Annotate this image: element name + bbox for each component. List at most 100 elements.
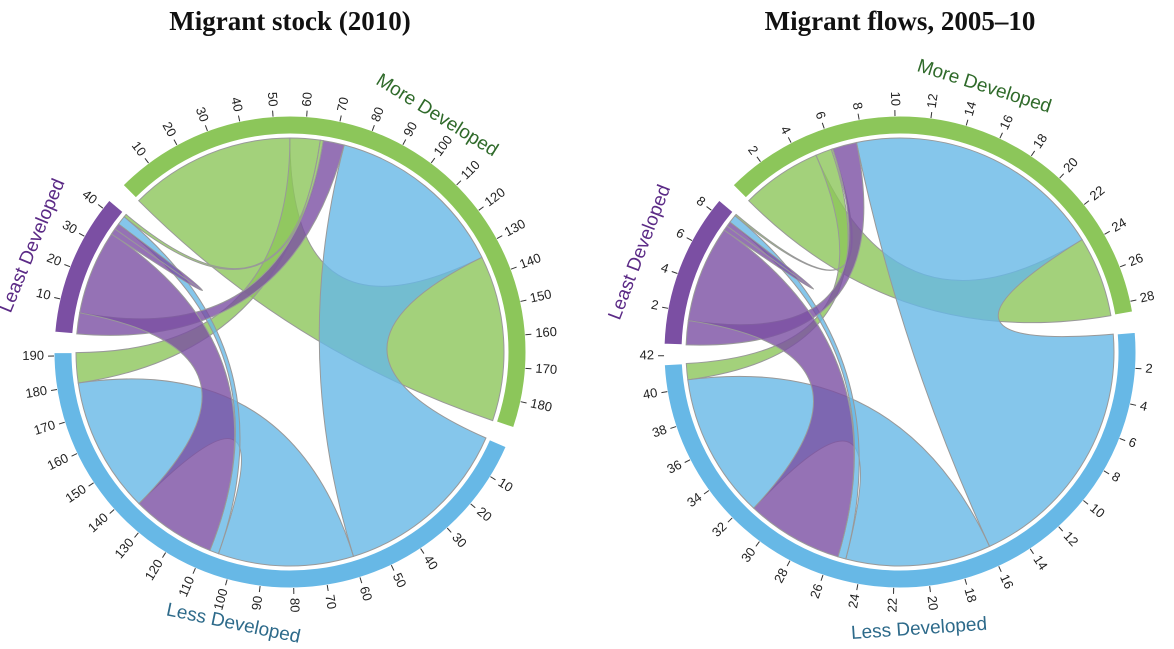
tick-label: 10 xyxy=(496,475,516,495)
tick-label: 42 xyxy=(639,347,654,362)
group-label: Least Developed xyxy=(0,176,69,316)
tick-label: 8 xyxy=(1109,468,1123,485)
tick-label: 20 xyxy=(925,595,942,611)
tick-mark xyxy=(430,157,436,164)
tick-mark xyxy=(490,476,496,481)
tick-label: 130 xyxy=(111,535,136,561)
chord-ribbon xyxy=(687,375,991,567)
tick-mark xyxy=(857,113,860,120)
tick-label: 4 xyxy=(1139,398,1149,414)
tick-label: 26 xyxy=(807,582,826,601)
tick-mark xyxy=(1059,173,1065,179)
tick-label: 100 xyxy=(210,587,230,612)
tick-label: 120 xyxy=(142,557,166,583)
tick-label: 140 xyxy=(85,510,111,536)
tick-mark xyxy=(162,552,167,558)
tick-label: 110 xyxy=(175,574,197,599)
tick-label: 2 xyxy=(650,297,660,313)
group-sector xyxy=(54,199,124,335)
tick-mark xyxy=(470,503,476,509)
tick-mark xyxy=(88,482,94,487)
tick-label: 90 xyxy=(400,119,420,139)
tick-mark xyxy=(1029,548,1034,555)
tick-label: 80 xyxy=(368,105,387,124)
tick-label: 14 xyxy=(961,100,979,118)
tick-label: 8 xyxy=(694,193,709,209)
tick-mark xyxy=(510,266,517,270)
group-sector xyxy=(122,115,527,429)
tick-label: 24 xyxy=(845,593,862,610)
tick-mark xyxy=(821,122,825,129)
tick-label: 110 xyxy=(458,157,483,182)
tick-mark xyxy=(225,579,228,586)
tick-label: 60 xyxy=(299,92,315,107)
group-sector xyxy=(732,115,1134,316)
chart-title: Migrant flows, 2005–10 xyxy=(765,6,1036,36)
tick-label: 40 xyxy=(228,96,246,113)
tick-mark xyxy=(58,421,65,425)
tick-mark xyxy=(1103,470,1110,475)
tick-label: 170 xyxy=(535,361,558,377)
tick-mark xyxy=(684,459,691,463)
tick-label: 150 xyxy=(528,286,552,305)
group-label: Least Developed xyxy=(605,182,676,323)
tick-label: 18 xyxy=(1030,131,1051,151)
tick-mark xyxy=(478,206,484,211)
tick-label: 50 xyxy=(390,570,410,590)
tick-label: 80 xyxy=(287,598,302,613)
tick-label: 180 xyxy=(529,395,553,414)
tick-mark xyxy=(496,235,503,240)
tick-mark xyxy=(326,584,329,592)
tick-label: 6 xyxy=(813,109,830,121)
tick-label: 6 xyxy=(674,225,687,242)
tick-mark xyxy=(965,119,969,126)
tick-label: 2 xyxy=(1145,360,1153,375)
tick-mark xyxy=(998,566,1002,573)
tick-label: 170 xyxy=(32,417,57,438)
tick-label: 120 xyxy=(482,184,508,209)
tick-label: 36 xyxy=(664,457,684,477)
tick-mark xyxy=(420,548,425,554)
tick-label: 60 xyxy=(357,584,376,602)
tick-label: 18 xyxy=(962,586,980,604)
tick-mark xyxy=(520,401,527,404)
tick-mark xyxy=(786,560,791,567)
tick-mark xyxy=(706,206,712,211)
tick-label: 180 xyxy=(24,383,48,401)
tick-mark xyxy=(1104,230,1110,235)
group-sector xyxy=(663,199,734,346)
tick-label: 50 xyxy=(265,92,281,108)
tick-label: 28 xyxy=(771,566,791,586)
tick-label: 90 xyxy=(249,595,266,611)
tick-mark xyxy=(662,306,669,309)
group-label: Less Developed xyxy=(850,614,987,644)
tick-label: 140 xyxy=(517,250,543,272)
tick-label: 160 xyxy=(45,450,71,473)
tick-mark xyxy=(820,574,824,581)
tick-label: 130 xyxy=(502,216,528,240)
tick-label: 28 xyxy=(1138,288,1155,306)
tick-mark xyxy=(727,517,733,523)
tick-mark xyxy=(390,564,395,571)
tick-mark xyxy=(109,509,115,514)
tick-label: 26 xyxy=(1126,250,1145,269)
tick-label: 12 xyxy=(924,93,941,109)
tick-label: 16 xyxy=(997,572,1017,591)
tick-mark xyxy=(339,115,342,122)
tick-label: 20 xyxy=(159,119,179,139)
tick-label: 14 xyxy=(1030,552,1050,572)
tick-mark xyxy=(1130,299,1137,302)
group-sector xyxy=(663,331,1137,589)
tick-label: 32 xyxy=(709,519,730,540)
tick-label: 4 xyxy=(659,260,671,277)
tick-mark xyxy=(371,125,375,131)
tick-label: 40 xyxy=(80,186,101,207)
tick-label: 190 xyxy=(22,348,44,363)
tick-label: 40 xyxy=(421,552,442,572)
chord-ribbon xyxy=(723,221,814,290)
tick-mark xyxy=(144,157,149,164)
tick-label: 16 xyxy=(996,112,1016,131)
tick-label: 2 xyxy=(745,143,761,158)
tick-label: 10 xyxy=(35,285,52,303)
tick-label: 70 xyxy=(322,594,339,611)
